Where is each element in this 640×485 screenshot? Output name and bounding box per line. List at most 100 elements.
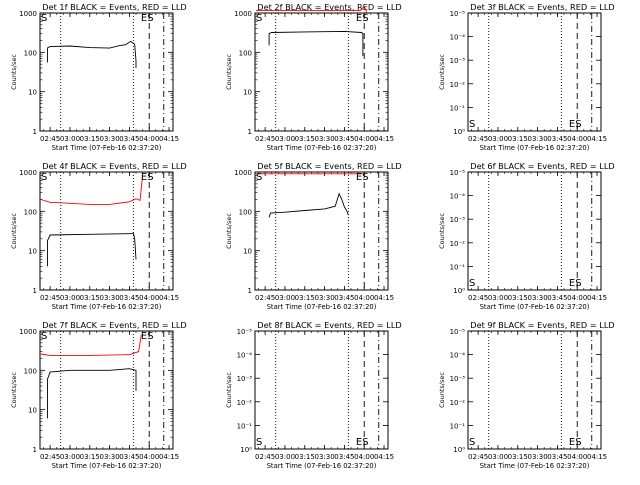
y-tick-label: 10⁻⁴: [450, 193, 466, 201]
x-axis-label: Start Time (07-Feb-16 02:37:20): [267, 303, 377, 311]
es-annotation: ES: [569, 278, 582, 289]
start-annotation: S: [41, 331, 47, 342]
x-tick-label: 03:00: [60, 135, 80, 143]
plot-frame: [467, 171, 602, 291]
x-axis-label: Start Time (07-Feb-16 02:37:20): [52, 462, 162, 470]
y-tick-label: 10: [28, 407, 37, 415]
x-tick-label: 04:15: [374, 453, 394, 461]
y-tick-label: 100: [24, 367, 37, 375]
plot-frame: [467, 12, 602, 132]
x-tick-label: 03:15: [295, 453, 315, 461]
x-tick-label: 02:45: [468, 294, 488, 302]
y-tick-label: 1000: [19, 10, 37, 18]
y-tick-label: 10⁻⁴: [237, 352, 253, 360]
x-tick-label: 03:00: [60, 294, 80, 302]
x-tick-label: 03:30: [527, 135, 547, 143]
x-tick-label: 03:15: [295, 294, 315, 302]
x-tick-label: 04:00: [139, 135, 159, 143]
plot-frame: [254, 171, 389, 291]
y-tick-label: 10: [243, 89, 252, 97]
x-tick-label: 03:15: [80, 135, 100, 143]
es-annotation: ES: [141, 331, 154, 342]
x-tick-label: 03:00: [488, 135, 508, 143]
y-tick-label: 10⁻⁴: [450, 352, 466, 360]
panel-title: Det 4f BLACK = Events, RED = LLD: [42, 161, 186, 171]
y-tick-label: 10⁻³: [237, 375, 253, 383]
start-annotation: S: [41, 172, 47, 183]
y-tick-label: 10⁻²: [450, 81, 466, 89]
x-tick-label: 04:00: [567, 135, 587, 143]
y-tick-label: 100: [24, 49, 37, 57]
panel-6: Det 6f BLACK = Events, RED = LLD Counts/s…: [438, 161, 615, 311]
panel-7: Det 7f BLACK = Events, RED = LLD Counts/s…: [10, 320, 187, 470]
x-axis-label: Start Time (07-Feb-16 02:37:20): [480, 144, 590, 152]
y-tick-label: 10⁻¹: [237, 422, 253, 430]
series-line-1: [268, 192, 349, 218]
x-tick-label: 04:00: [567, 453, 587, 461]
x-tick-label: 04:15: [159, 294, 179, 302]
y-tick-label: 10⁰: [453, 287, 465, 295]
series-line-1: [47, 368, 137, 419]
x-tick-label: 03:30: [527, 453, 547, 461]
panel-8: Det 8f BLACK = Events, RED = LLD Counts/s…: [225, 320, 402, 470]
panel-4: Det 4f BLACK = Events, RED = LLD Counts/s…: [10, 161, 187, 311]
x-tick-label: 03:30: [99, 294, 119, 302]
es-annotation: ES: [356, 13, 369, 24]
x-tick-label: 04:00: [139, 294, 159, 302]
y-tick-label: 10⁻¹: [450, 422, 466, 430]
y-axis-label: Counts/sec: [438, 213, 446, 249]
x-tick-label: 04:15: [374, 294, 394, 302]
x-tick-label: 04:15: [374, 135, 394, 143]
x-tick-label: 03:45: [547, 294, 567, 302]
y-tick-label: 1000: [234, 10, 252, 18]
x-tick-label: 04:15: [587, 135, 607, 143]
x-tick-label: 02:45: [468, 135, 488, 143]
y-tick-label: 100: [239, 49, 252, 57]
x-tick-label: 02:45: [468, 453, 488, 461]
x-tick-label: 03:00: [275, 294, 295, 302]
x-tick-label: 02:45: [40, 453, 60, 461]
y-axis-label: Counts/sec: [225, 372, 233, 408]
x-tick-label: 04:00: [567, 294, 587, 302]
y-tick-label: 10⁰: [240, 446, 252, 454]
y-tick-label: 10⁻⁵: [450, 10, 466, 18]
plot-frame: [39, 12, 174, 132]
x-axis-label: Start Time (07-Feb-16 02:37:20): [480, 462, 590, 470]
x-tick-label: 04:00: [354, 294, 374, 302]
panel-title: Det 7f BLACK = Events, RED = LLD: [42, 320, 186, 330]
panel-title: Det 6f BLACK = Events, RED = LLD: [470, 161, 614, 171]
series-line-1: [268, 30, 364, 57]
start-annotation: S: [41, 13, 47, 24]
y-tick-label: 10⁻¹: [450, 263, 466, 271]
x-tick-label: 03:15: [80, 453, 100, 461]
es-annotation: ES: [569, 119, 582, 130]
y-tick-label: 10⁻²: [237, 399, 253, 407]
y-tick-label: 10⁻⁵: [450, 328, 466, 336]
y-tick-label: 10⁻²: [450, 240, 466, 248]
y-tick-label: 100: [24, 208, 37, 216]
panel-title: Det 5f BLACK = Events, RED = LLD: [257, 161, 401, 171]
x-tick-label: 02:45: [255, 453, 275, 461]
x-tick-label: 03:15: [80, 294, 100, 302]
x-tick-label: 03:00: [275, 135, 295, 143]
x-tick-label: 03:45: [334, 294, 354, 302]
x-tick-label: 03:15: [508, 294, 528, 302]
start-annotation: S: [256, 437, 262, 448]
y-tick-label: 10: [28, 248, 37, 256]
y-axis-label: Counts/sec: [438, 372, 446, 408]
x-tick-label: 02:45: [40, 135, 60, 143]
y-tick-label: 1: [248, 128, 252, 136]
y-axis-label: Counts/sec: [225, 213, 233, 249]
x-tick-label: 03:30: [99, 453, 119, 461]
plot-frame: [254, 330, 389, 450]
plot-frame: [39, 330, 174, 450]
y-tick-label: 10: [243, 248, 252, 256]
series-line-1: [47, 40, 137, 68]
panel-1: Det 1f BLACK = Events, RED = LLD Counts/s…: [10, 2, 187, 152]
plot-frame: [467, 330, 602, 450]
x-tick-label: 02:45: [255, 135, 275, 143]
y-tick-label: 10⁰: [453, 128, 465, 136]
x-tick-label: 03:45: [119, 453, 139, 461]
x-tick-label: 03:00: [275, 453, 295, 461]
